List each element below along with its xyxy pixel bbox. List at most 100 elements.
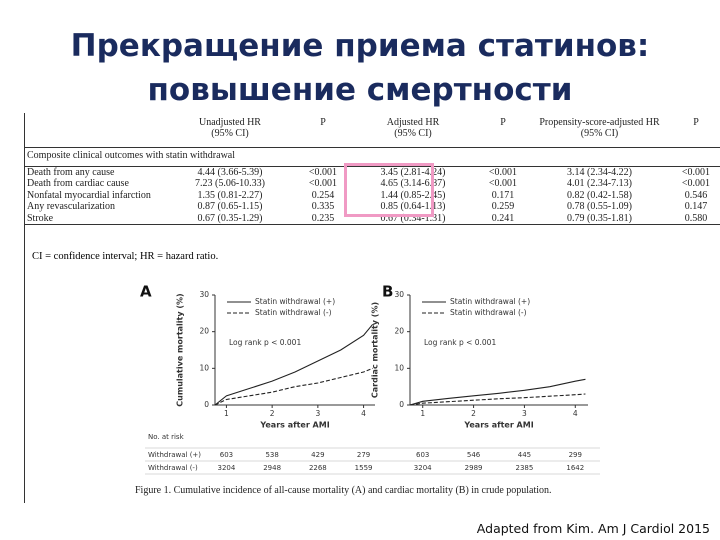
legend-label: Statin withdrawal (-) xyxy=(450,308,527,317)
at-risk-count: 546 xyxy=(467,451,481,459)
at-risk-count: 2268 xyxy=(309,464,327,472)
source: Adapted from Kim. Am J Cardiol 2015 xyxy=(476,521,710,536)
table-cell: Nonfatal myocardial infarction xyxy=(27,189,151,201)
results-table: Composite clinical outcomes with statin … xyxy=(25,113,720,225)
table-cell: <0.001 xyxy=(308,178,338,190)
y-tick-label: 10 xyxy=(394,363,404,372)
y-tick-label: 20 xyxy=(199,327,209,336)
table-cell: 4.01 (2.34-7.13) xyxy=(567,178,632,190)
slide-title: повышение смертности xyxy=(147,72,573,108)
table-cell: 1.44 (0.85-2.45) xyxy=(380,189,446,201)
series-line xyxy=(214,323,374,406)
figure-caption: Figure 1. Cumulative incidence of all-ca… xyxy=(135,485,552,496)
column-header xyxy=(25,113,169,148)
table-cell: Stroke xyxy=(25,212,169,225)
at-risk-count: 1559 xyxy=(355,464,373,472)
table-cell: 0.87 (0.65-1.15) xyxy=(197,201,263,213)
table: Composite clinical outcomes with statin … xyxy=(25,113,720,225)
table-row: Any revascularization 0.87 (0.65-1.15) 0.3… xyxy=(25,201,720,213)
table-cell: 0.78 (0.55-1.09) xyxy=(567,201,632,213)
table-cell: 0.335 xyxy=(311,201,335,213)
x-tick-label: 3 xyxy=(315,409,320,418)
column-header: P xyxy=(291,113,355,148)
x-tick-label: 2 xyxy=(471,409,476,418)
y-tick-label: 0 xyxy=(399,400,404,409)
at-risk-label: Withdrawal (-) xyxy=(148,464,198,472)
at-risk-count: 2948 xyxy=(263,464,281,472)
x-tick-label: 4 xyxy=(573,409,578,418)
at-risk-count: 603 xyxy=(416,451,429,459)
at-risk-count: 2385 xyxy=(516,464,534,472)
table-row: Stroke 0.67 (0.35-1.29) 0.235 0.67 (0.34-1.… xyxy=(25,212,720,225)
table-cell: 7.23 (5.06-10.33) xyxy=(195,178,265,190)
table-cell: <0.001 xyxy=(488,178,518,190)
table-cell: 0.259 xyxy=(491,201,515,213)
table-cell: 0.580 xyxy=(664,212,720,225)
at-risk-count: 603 xyxy=(220,451,233,459)
table-footnote: CI = confidence interval; HR = hazard ra… xyxy=(32,251,219,262)
slide-title: Прекращение приема статинов: xyxy=(70,28,650,64)
at-risk-count: 3204 xyxy=(414,464,432,472)
legend-label: Statin withdrawal (-) xyxy=(255,308,332,317)
annotation: Log rank p < 0.001 xyxy=(229,338,301,347)
table-cell: 0.241 xyxy=(471,212,535,225)
at-risk-count: 1642 xyxy=(566,464,584,472)
series-line xyxy=(409,393,586,406)
y-tick-label: 0 xyxy=(204,400,209,409)
table-cell: 4.65 (3.14-6.87) xyxy=(380,178,446,190)
table-cell: Death from cardiac cause xyxy=(27,178,129,190)
column-header: Adjusted HR (95% CI) xyxy=(355,113,471,148)
table-cell: 3.45 (2.81-4.24) xyxy=(380,166,446,178)
column-header: P xyxy=(664,113,720,148)
x-tick-label: 3 xyxy=(522,409,527,418)
legend-label: Statin withdrawal (+) xyxy=(255,297,335,306)
table-cell: Any revascularization xyxy=(27,201,116,213)
at-risk-count: 299 xyxy=(569,451,582,459)
column-header: P xyxy=(471,113,535,148)
table-cell: <0.001 xyxy=(488,166,518,178)
at-risk-count: 538 xyxy=(265,451,278,459)
table-cell: 0.79 (0.35-1.81) xyxy=(535,212,664,225)
table-cell: 0.82 (0.42-1.58) xyxy=(567,189,632,201)
y-tick-label: 30 xyxy=(199,290,209,299)
column-header: Unadjusted HR (95% CI) xyxy=(169,113,291,148)
y-tick-label: 10 xyxy=(199,363,209,372)
series-line xyxy=(409,378,586,406)
table-cell: 0.235 xyxy=(291,212,355,225)
annotation: Log rank p < 0.001 xyxy=(424,338,496,347)
series-line xyxy=(214,367,373,406)
table-cell: 3.14 (2.34-4.22) xyxy=(567,166,632,178)
y-axis-label: Cardiac mortality (%) xyxy=(371,302,380,398)
legend-label: Statin withdrawal (+) xyxy=(450,297,530,306)
x-tick-label: 1 xyxy=(224,409,229,418)
table-row: Death from cardiac cause 7.23 (5.06-10.33… xyxy=(25,178,720,190)
at-risk-label: Withdrawal (+) xyxy=(148,451,201,459)
border xyxy=(24,113,25,503)
panel-label: A xyxy=(140,283,152,301)
at-risk-title: No. at risk xyxy=(148,433,185,441)
table-cell: 0.546 xyxy=(684,189,708,201)
at-risk-count: 2989 xyxy=(465,464,483,472)
y-tick-label: 20 xyxy=(394,327,404,336)
table-cell: 0.67 (0.35-1.29) xyxy=(169,212,291,225)
column-header: Propensity-score-adjusted HR (95% CI) xyxy=(535,113,664,148)
table-cell: <0.001 xyxy=(308,166,338,178)
at-risk-count: 279 xyxy=(357,451,370,459)
at-risk-count: 429 xyxy=(311,451,324,459)
highlight-box xyxy=(344,163,434,217)
x-axis-label: Years after AMI xyxy=(463,421,533,430)
at-risk-count: 3204 xyxy=(218,464,236,472)
table-cell: 1.35 (0.81-2.27) xyxy=(197,189,263,201)
table-cell: <0.001 xyxy=(681,166,711,178)
table-cell: Death from any cause xyxy=(27,166,115,178)
panel-label: B xyxy=(382,283,393,301)
figure: No. at risk Withdrawal (+) Withdrawal (-) A… xyxy=(140,283,600,475)
table-row: Death from any cause 4.44 (3.66-5.39) <0.0… xyxy=(25,166,720,178)
table-cell: 0.85 (0.64-1.13) xyxy=(380,201,446,213)
table-row: Nonfatal myocardial infarction 1.35 (0.81… xyxy=(25,190,720,202)
y-axis-label: Cumulative mortality (%) xyxy=(176,293,185,406)
table-cell: <0.001 xyxy=(681,178,711,190)
x-tick-label: 4 xyxy=(361,409,366,418)
y-tick-label: 30 xyxy=(394,290,404,299)
